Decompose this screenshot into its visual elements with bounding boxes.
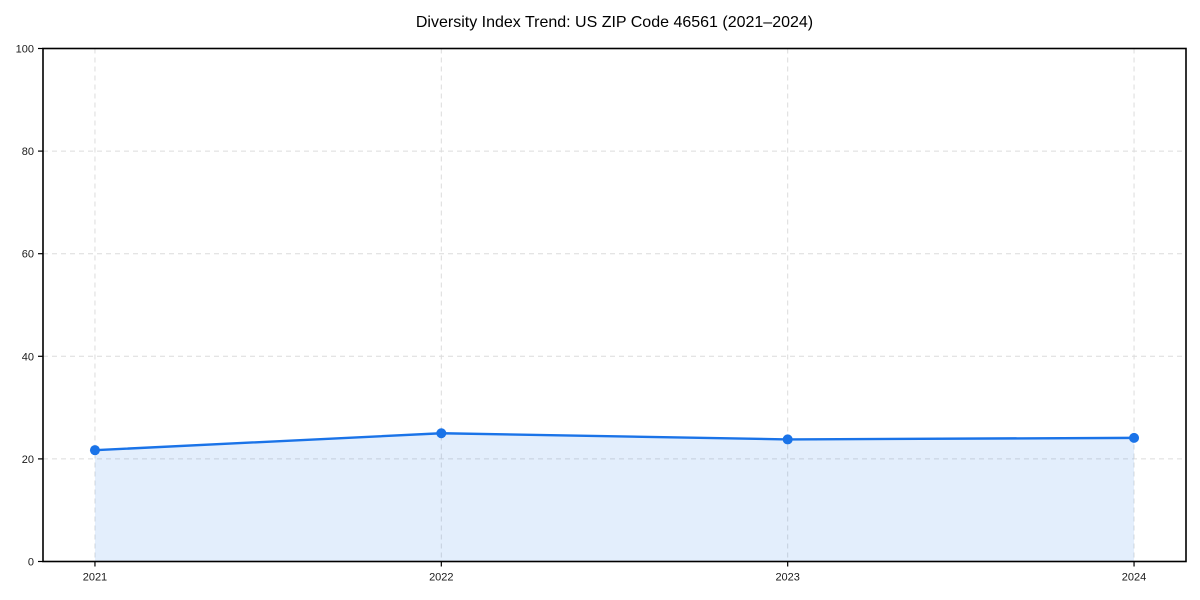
y-tick-label-100: 100 xyxy=(16,44,34,56)
x-tick-label-2022: 2022 xyxy=(429,572,453,584)
y-tick-label-0: 0 xyxy=(28,557,34,569)
x-tick-label-2024: 2024 xyxy=(1122,572,1146,584)
data-point-2024 xyxy=(1129,432,1140,443)
trend-line xyxy=(93,432,1136,452)
y-tick-label-40: 40 xyxy=(22,351,34,363)
x-tick-label-2021: 2021 xyxy=(83,572,107,584)
data-point-2022 xyxy=(436,428,447,439)
data-point-2023 xyxy=(782,434,793,445)
y-tick-label-80: 80 xyxy=(22,146,34,158)
area-fill xyxy=(94,433,1135,562)
plot-border xyxy=(42,47,1187,563)
data-point-2021 xyxy=(89,445,100,456)
chart-title: Diversity Index Trend: US ZIP Code 46561… xyxy=(415,14,814,31)
x-tick-label-2023: 2023 xyxy=(775,572,799,584)
y-tick-label-60: 60 xyxy=(22,249,34,261)
y-tick-label-20: 20 xyxy=(22,454,34,466)
